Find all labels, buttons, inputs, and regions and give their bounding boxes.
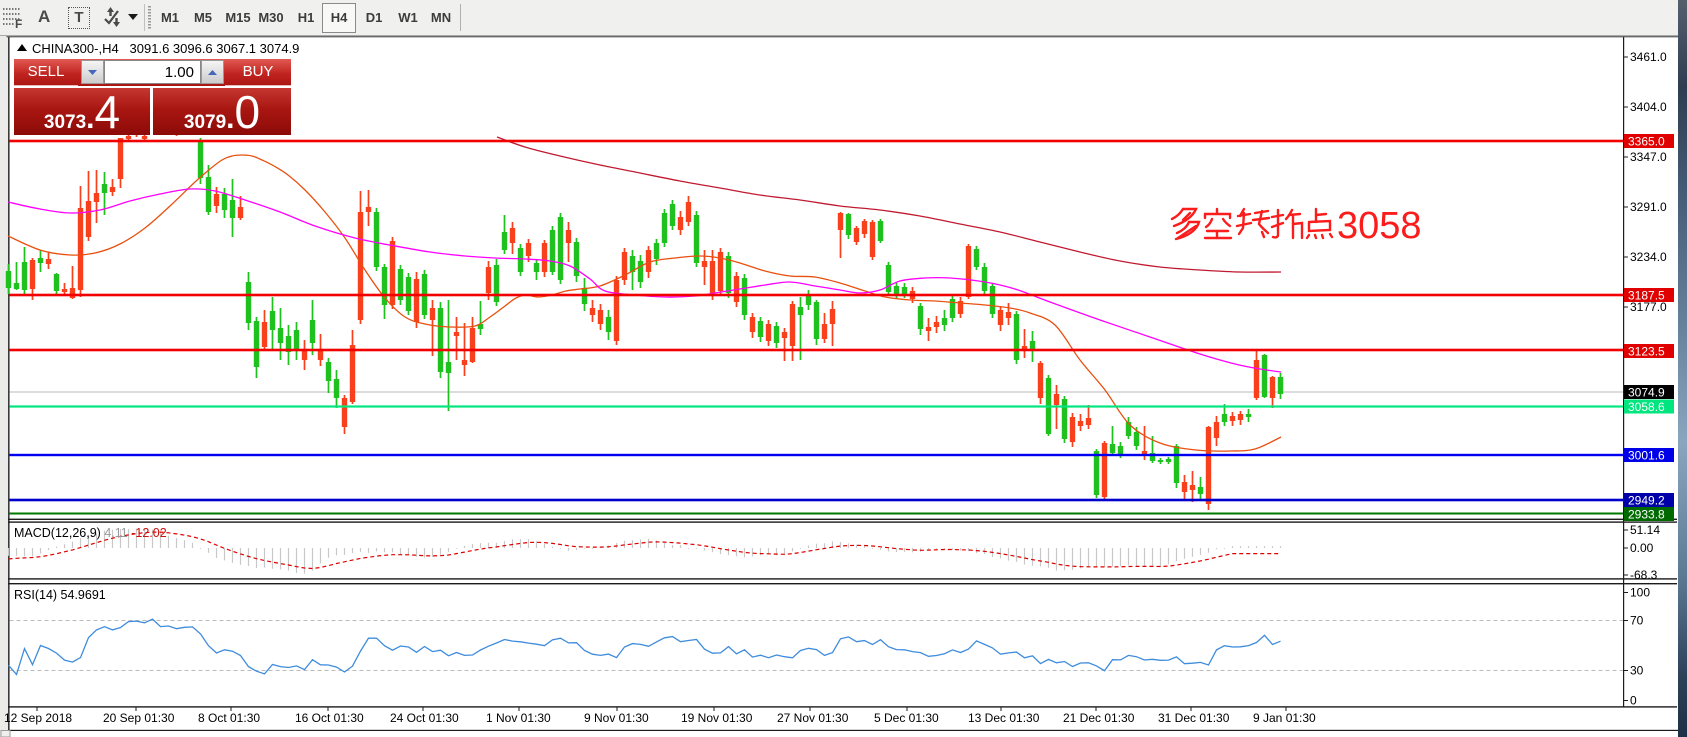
svg-text:RSI(14) 54.9691: RSI(14) 54.9691	[14, 588, 106, 602]
svg-text:MACD(12,26,9) 4.11 -12.02: MACD(12,26,9) 4.11 -12.02	[14, 526, 167, 540]
svg-text:0: 0	[1630, 694, 1637, 708]
svg-text:3291.0: 3291.0	[1630, 200, 1667, 214]
svg-text:20 Sep 01:30: 20 Sep 01:30	[103, 711, 175, 725]
svg-text:5 Dec 01:30: 5 Dec 01:30	[874, 711, 939, 725]
svg-text:3074.9: 3074.9	[1628, 386, 1665, 400]
svg-text:3001.6: 3001.6	[1628, 449, 1665, 463]
svg-text:3365.0: 3365.0	[1628, 135, 1665, 149]
svg-text:3123.5: 3123.5	[1628, 345, 1665, 359]
svg-text:13 Dec 01:30: 13 Dec 01:30	[968, 711, 1040, 725]
svg-text:100: 100	[1630, 586, 1650, 600]
svg-text:3187.5: 3187.5	[1628, 289, 1665, 303]
svg-text:CHINA300-,H4 3091.6 3096.6 3: CHINA300-,H4 3091.6 3096.6 3067.1 3074.9	[32, 41, 299, 56]
svg-text:2949.2: 2949.2	[1628, 494, 1665, 508]
svg-text:24 Oct 01:30: 24 Oct 01:30	[390, 711, 459, 725]
svg-text:0.00: 0.00	[1630, 541, 1654, 555]
svg-text:1 Nov 01:30: 1 Nov 01:30	[486, 711, 551, 725]
svg-text:51.14: 51.14	[1630, 523, 1660, 537]
svg-text:3404.0: 3404.0	[1630, 100, 1667, 114]
svg-text:19 Nov 01:30: 19 Nov 01:30	[681, 711, 753, 725]
svg-text:3058: 3058	[1337, 205, 1422, 247]
svg-text:3347.0: 3347.0	[1630, 150, 1667, 164]
svg-text:21 Dec 01:30: 21 Dec 01:30	[1063, 711, 1135, 725]
svg-text:31 Dec 01:30: 31 Dec 01:30	[1158, 711, 1230, 725]
svg-text:3234.0: 3234.0	[1630, 250, 1667, 264]
svg-text:9 Jan 01:30: 9 Jan 01:30	[1253, 711, 1316, 725]
svg-text:30: 30	[1630, 664, 1644, 678]
svg-text:8 Oct 01:30: 8 Oct 01:30	[198, 711, 260, 725]
svg-text:3058.6: 3058.6	[1628, 400, 1665, 414]
svg-text:27 Nov 01:30: 27 Nov 01:30	[777, 711, 849, 725]
svg-text:9 Nov 01:30: 9 Nov 01:30	[584, 711, 649, 725]
svg-text:16 Oct 01:30: 16 Oct 01:30	[295, 711, 364, 725]
svg-text:12 Sep 2018: 12 Sep 2018	[4, 711, 72, 725]
svg-text:-68.3: -68.3	[1630, 568, 1658, 582]
svg-text:2933.8: 2933.8	[1628, 508, 1665, 522]
svg-text:3177.0: 3177.0	[1630, 300, 1667, 314]
svg-text:70: 70	[1630, 614, 1644, 628]
svg-text:3461.0: 3461.0	[1630, 50, 1667, 64]
